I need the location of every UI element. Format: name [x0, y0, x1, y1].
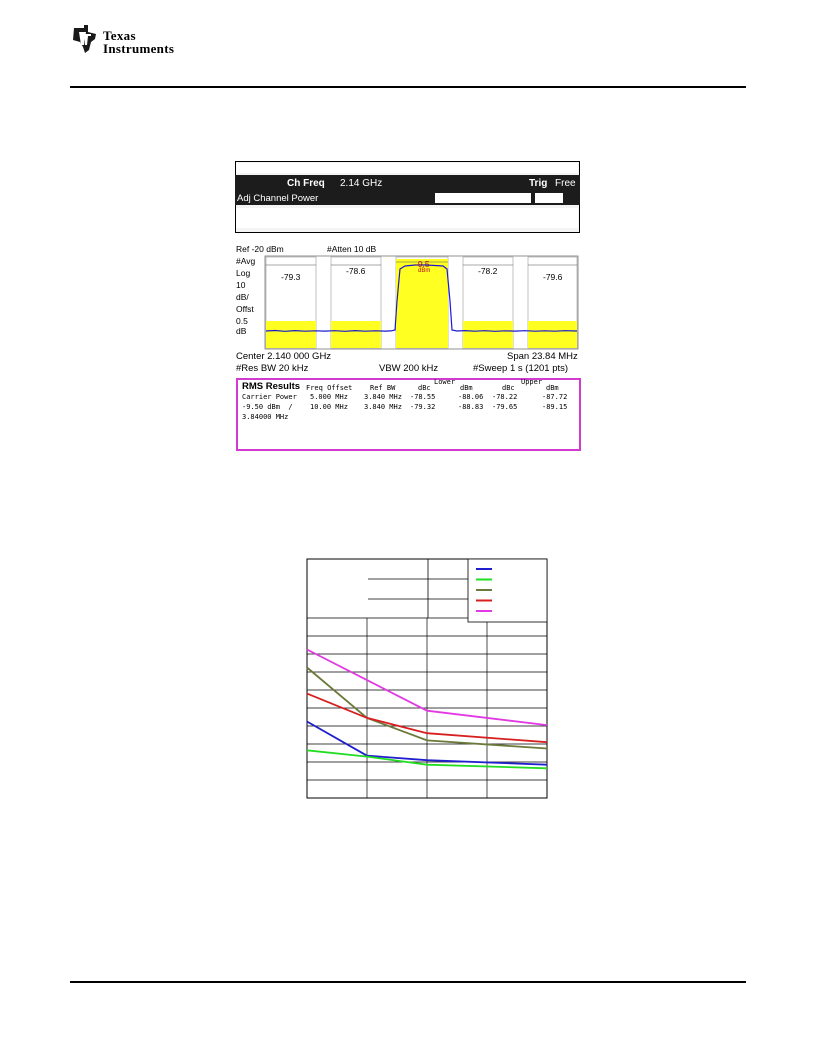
- row-upper-dbm: -89.15: [542, 403, 568, 411]
- channel-readout: -78.2: [478, 266, 498, 276]
- ti-logo-icon: [73, 25, 96, 53]
- row-ref-bw: 3.840 MHz: [364, 393, 402, 401]
- col-lower-dbm: dBm: [460, 384, 473, 392]
- series-line-1: [306, 720, 548, 766]
- scale-label: 0.5: [236, 316, 248, 326]
- spectrum-plot: [264, 255, 579, 350]
- res-bw: #Res BW 20 kHz: [236, 363, 309, 374]
- col-lower: Lower: [434, 378, 456, 386]
- col-upper: Upper: [521, 378, 543, 386]
- series-line-4: [306, 692, 548, 744]
- texas-instruments-logo: Texas Instruments: [70, 20, 205, 60]
- col-freq-offset: Freq Offset: [306, 384, 353, 392]
- channel-readout: -78.6: [346, 266, 366, 276]
- carrier-readout: -9.5: [415, 259, 430, 269]
- scale-label: dB: [236, 326, 247, 336]
- col-upper-dbc: dBc: [502, 384, 515, 392]
- row-lower-dbc: -78.55: [410, 393, 436, 401]
- company-name-line2: Instruments: [103, 41, 175, 56]
- scale-label: dB/: [236, 292, 249, 302]
- scale-label: 10: [236, 280, 246, 290]
- span: Span 23.84 MHz: [507, 351, 578, 362]
- row-lower-dbc: -79.32: [410, 403, 436, 411]
- carrier-bandwidth: 3.84000 MHz: [242, 413, 289, 421]
- analyzer-top-strip: [236, 163, 578, 173]
- rms-results-panel: RMS Results Carrier Power -9.50 dBm / 3.…: [236, 378, 581, 451]
- analyzer-message-area: [236, 208, 578, 228]
- row-ref-bw: 3.840 MHz: [364, 403, 402, 411]
- carrier-power-label: Carrier Power: [242, 393, 297, 401]
- carrier-unit: dBm: [418, 268, 431, 274]
- company-name-line1: Texas: [103, 28, 136, 43]
- series-line-2: [306, 749, 548, 770]
- row-upper-dbc: -79.65: [492, 403, 518, 411]
- performance-line-chart: [306, 558, 548, 799]
- scale-label: #Avg: [236, 256, 256, 266]
- ref-level: Ref -20 dBm: [236, 244, 284, 254]
- trig-value: Free: [555, 178, 576, 189]
- scale-label: Offst: [236, 304, 254, 314]
- vbw: VBW 200 kHz: [379, 363, 439, 374]
- header-rule: [70, 86, 746, 88]
- col-upper-dbm: dBm: [546, 384, 559, 392]
- chart-grid: [307, 617, 547, 799]
- channel-readout: -79.6: [543, 272, 563, 282]
- row-lower-dbm: -88.83: [458, 403, 484, 411]
- series-line-5: [306, 648, 548, 726]
- analyzer-field: [535, 193, 563, 203]
- trig-label: Trig: [529, 178, 548, 189]
- rms-title: RMS Results: [242, 381, 301, 392]
- ch-freq-label: Ch Freq: [287, 178, 325, 189]
- carrier-power-value: -9.50 dBm /: [242, 403, 293, 411]
- chart-legend: [467, 558, 548, 623]
- analyzer-field: [435, 193, 531, 203]
- scale-label: Log: [236, 268, 251, 278]
- attenuation: #Atten 10 dB: [327, 244, 377, 254]
- channel-readout: -79.3: [281, 272, 301, 282]
- sweep: #Sweep 1 s (1201 pts): [473, 363, 569, 374]
- col-ref-bw: Ref BW: [370, 384, 396, 392]
- ch-freq-value: 2.14 GHz: [340, 178, 383, 189]
- row-offset: 5.000 MHz: [310, 393, 348, 401]
- row-upper-dbm: -87.72: [542, 393, 568, 401]
- row-offset: 10.00 MHz: [310, 403, 348, 411]
- spectrum-analyzer-screenshot: Ch Freq 2.14 GHz Trig Free Adj Channel P…: [235, 161, 581, 451]
- center-frequency: Center 2.140 000 GHz: [236, 351, 332, 362]
- chart-series-group: [306, 648, 548, 770]
- col-lower-dbc: dBc: [418, 384, 431, 392]
- series-line-3: [306, 666, 548, 750]
- footer-rule: [70, 981, 746, 983]
- row-upper-dbc: -78.22: [492, 393, 518, 401]
- row-lower-dbm: -88.06: [458, 393, 484, 401]
- measurement-mode: Adj Channel Power: [237, 193, 319, 204]
